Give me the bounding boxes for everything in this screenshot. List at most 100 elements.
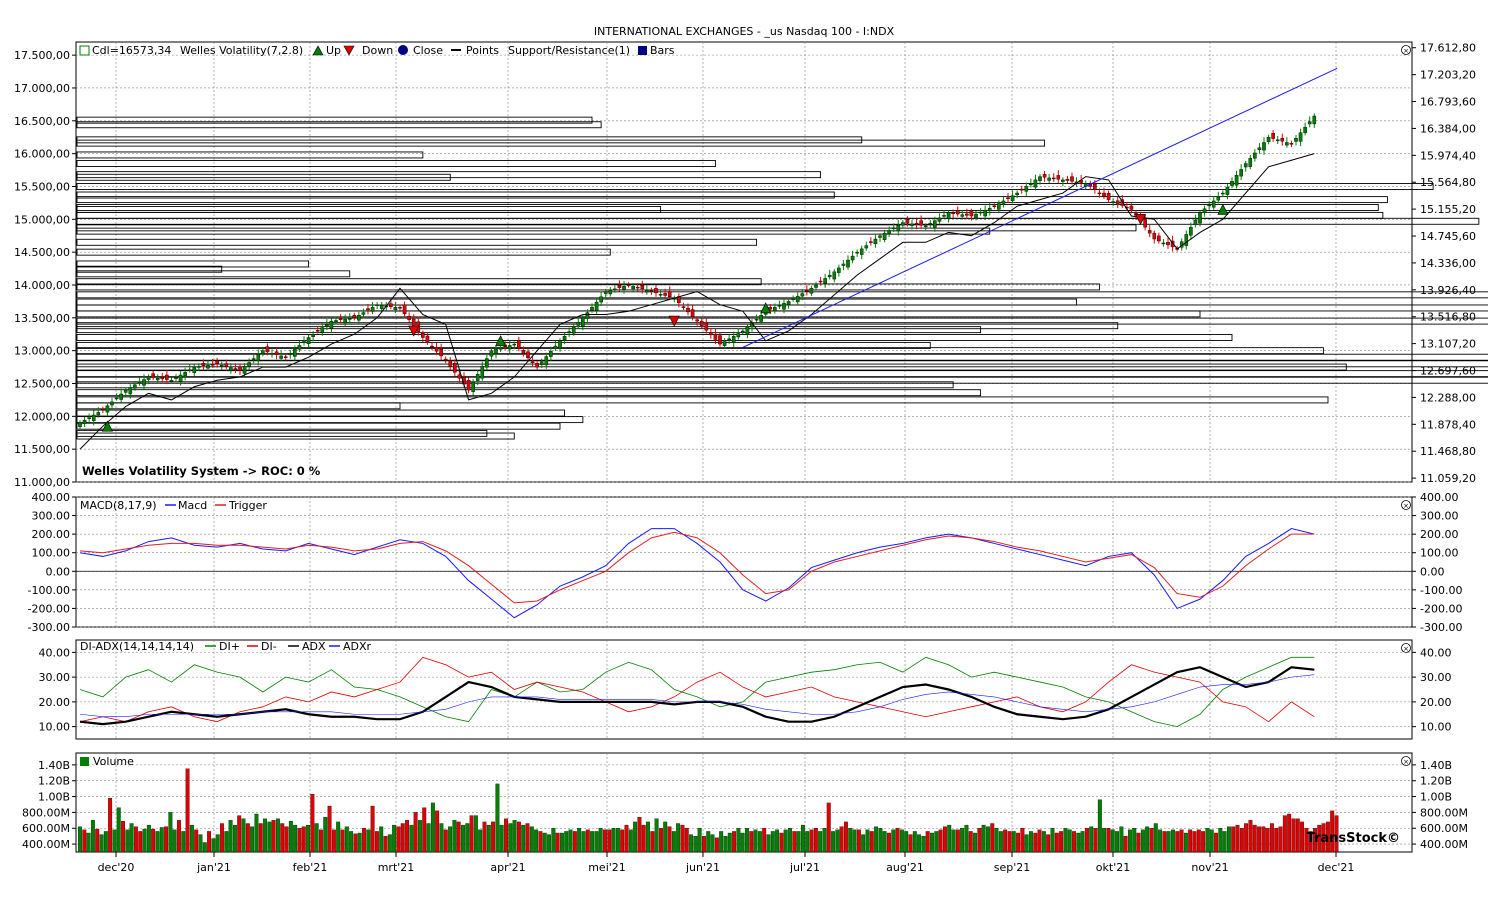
volume-bar <box>611 828 616 853</box>
candle-body <box>1184 234 1189 246</box>
candle-body <box>114 397 119 400</box>
signal-down-triangle <box>408 325 420 337</box>
candle-body <box>1216 196 1221 201</box>
candle-body <box>489 350 494 357</box>
volume-bar <box>852 829 857 853</box>
macd-legend-macd: Macd <box>178 499 207 512</box>
candle-body <box>293 349 297 357</box>
candle-body <box>654 288 658 294</box>
candle-body <box>1211 200 1216 208</box>
price-y-left-tick-label: 14.000,00 <box>14 279 70 292</box>
candle-body <box>741 330 745 333</box>
volume-bar <box>387 834 392 853</box>
volume-bar <box>1287 813 1292 853</box>
candle-body <box>357 314 361 321</box>
volume-bar <box>177 820 181 853</box>
volume-bar <box>469 815 474 853</box>
price-right-tick-label: 16.793,60 <box>1420 96 1476 109</box>
volume-bar <box>551 828 556 853</box>
volume-bar <box>504 818 508 853</box>
candle-body <box>923 225 928 228</box>
volume-bar <box>1278 826 1283 853</box>
volume-bar <box>1274 828 1279 853</box>
candle-body <box>297 345 302 350</box>
volume-bar <box>775 829 780 853</box>
candle-body <box>846 259 850 268</box>
candle-body <box>160 377 165 380</box>
macd-y-right-tick-label: -300.00 <box>1420 621 1462 634</box>
volume-bar <box>254 813 259 853</box>
volume-bar <box>1119 826 1124 853</box>
volume-bar <box>805 831 810 853</box>
volume-bar <box>232 824 237 853</box>
volume-bar <box>538 831 543 853</box>
x-axis-label: jul'21 <box>789 861 820 874</box>
candle-body <box>1042 174 1047 178</box>
candle-body <box>1115 200 1120 204</box>
adx-y-left-tick-label: 20.00 <box>39 696 71 709</box>
macd-panel-close-button[interactable] <box>1401 500 1411 510</box>
candle-body <box>887 230 891 235</box>
support-resistance-bar <box>76 278 762 286</box>
macd-legend-trigger: Trigger <box>228 499 267 512</box>
price-right-tick-label: 12.288,00 <box>1420 391 1476 404</box>
volume-bar <box>960 828 965 853</box>
candle-body <box>443 358 448 361</box>
candle-body <box>1193 219 1198 226</box>
volume-bar <box>947 824 952 853</box>
candle-body <box>590 307 594 311</box>
candle-body <box>105 405 110 413</box>
candle-body <box>832 271 837 280</box>
volume-bar <box>628 829 633 853</box>
volume-bar <box>973 832 977 853</box>
candle-body <box>1285 142 1289 146</box>
volume-y-right-tick-label: 400.00M <box>1420 838 1468 851</box>
price-y-left-tick-label: 14.500,00 <box>14 246 70 259</box>
volume-bar <box>938 829 943 853</box>
price-panel-close-button[interactable] <box>1401 45 1411 55</box>
volume-bar <box>125 829 130 853</box>
support-resistance-bar <box>76 389 982 397</box>
volume-y-right-tick-label: 1.20B <box>1420 775 1452 788</box>
candle-body <box>571 326 576 334</box>
volume-bar <box>534 829 539 853</box>
candle-body <box>631 286 635 290</box>
volume-bar <box>710 834 715 853</box>
volume-bar <box>1046 834 1051 853</box>
candle-body <box>951 212 955 214</box>
volume-bar <box>878 828 883 853</box>
volume-bar <box>908 834 913 853</box>
volume-bar <box>146 824 151 853</box>
volume-bar <box>275 818 280 853</box>
candle-body <box>585 312 590 319</box>
volume-bar <box>202 842 207 853</box>
volume-bar <box>568 829 573 853</box>
candle-body <box>119 393 123 400</box>
volume-bar <box>168 812 173 853</box>
candle-body <box>1202 208 1207 213</box>
candle-body <box>635 286 640 289</box>
volume-bar <box>99 834 104 853</box>
volume-bar <box>353 833 358 853</box>
candle-body <box>430 345 434 348</box>
candle-body <box>773 307 777 312</box>
support-resistance-bar <box>76 191 835 199</box>
candle-body <box>229 367 233 371</box>
price-right-tick-label: 11.468,80 <box>1420 445 1476 458</box>
candle-body <box>658 293 663 296</box>
candle-body <box>169 380 174 382</box>
volume-bar <box>942 826 947 853</box>
macd-y-left-tick-label: 100.00 <box>32 547 71 560</box>
volume-bar <box>1308 831 1313 853</box>
volume-bar <box>1024 834 1029 853</box>
macd-y-right-tick-label: -200.00 <box>1420 602 1462 615</box>
candle-body <box>457 374 462 379</box>
candle-body <box>402 304 407 315</box>
signal-up-triangle <box>760 302 772 314</box>
support-resistance-bar <box>76 260 310 268</box>
volume-bar <box>603 829 607 853</box>
volume-panel-close-button[interactable] <box>1401 756 1411 766</box>
candle-body <box>567 331 571 333</box>
volume-bar <box>379 826 384 853</box>
volume-bar <box>865 829 870 853</box>
